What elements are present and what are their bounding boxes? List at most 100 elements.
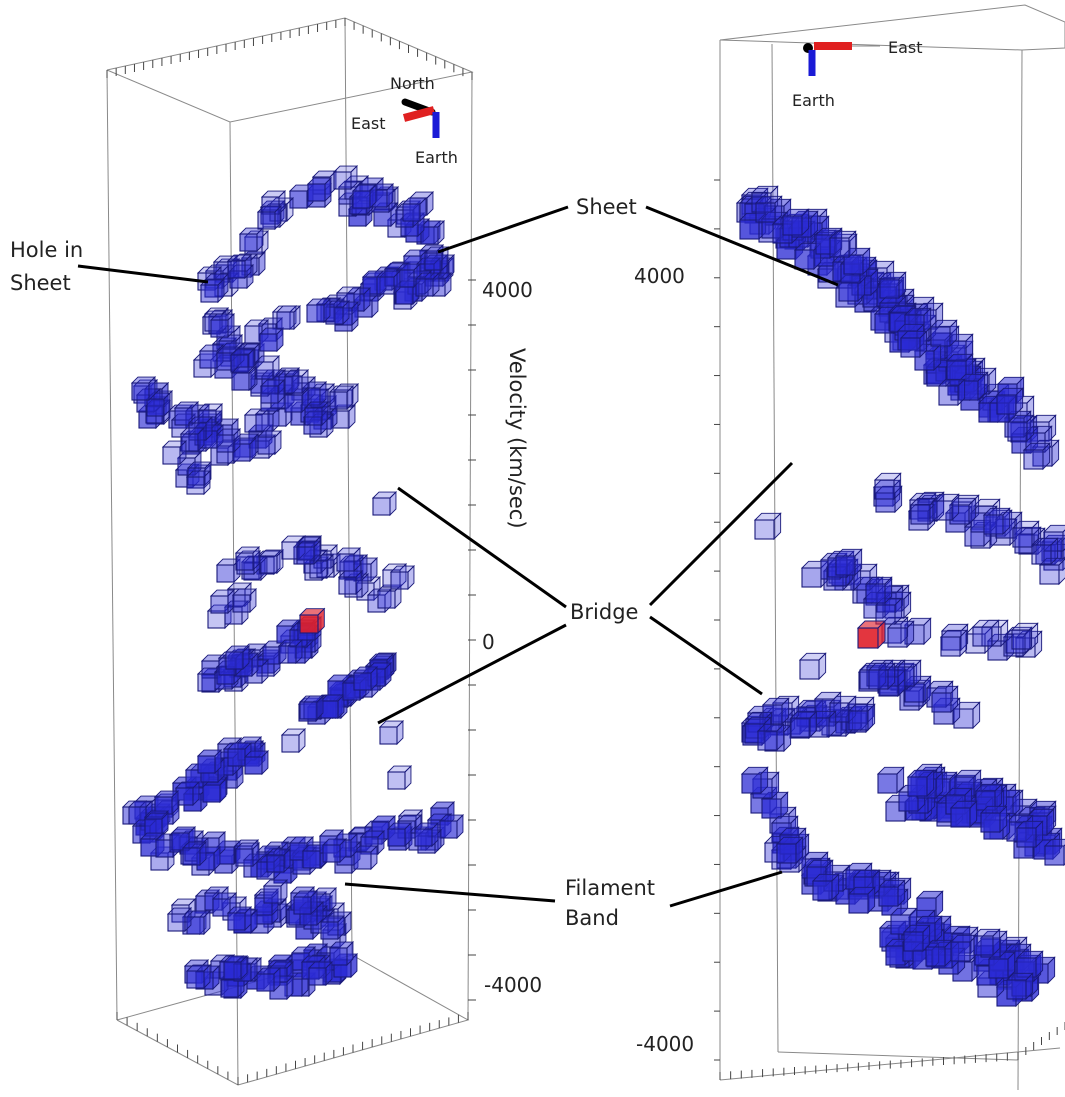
- right-tick-label-4000: 4000: [634, 264, 685, 288]
- voxel-cube: [939, 629, 968, 658]
- voxel-cube: [867, 662, 896, 691]
- voxel-cube: [265, 847, 292, 874]
- left-tick-label-4000: 4000: [482, 278, 533, 302]
- voxel-cube: [319, 693, 346, 720]
- voxel-cube: [226, 581, 253, 608]
- filament-label-line2: Band: [565, 906, 619, 930]
- voxel-cube: [303, 400, 330, 427]
- voxel-cube: [972, 928, 1001, 957]
- voxel-cube: [256, 204, 283, 231]
- voxel-cube: [931, 493, 960, 522]
- voxel-cube: [952, 701, 981, 730]
- east-arrow-icon: [402, 106, 436, 122]
- voxel-cube: [226, 905, 253, 932]
- voxel-cube: [258, 326, 285, 353]
- voxel-cube: [256, 429, 283, 456]
- voxel-cube: [298, 694, 325, 721]
- voxel-cube: [876, 766, 905, 795]
- voxel-cube: [775, 836, 804, 865]
- left-tick-label-neg4000: -4000: [484, 973, 542, 997]
- voxel-cube: [389, 564, 416, 591]
- voxel-cube: [130, 375, 157, 402]
- voxel-cube: [211, 891, 238, 918]
- voxel-cube: [234, 545, 261, 572]
- voxel-cube: [280, 727, 307, 754]
- voxel-cube: [903, 617, 932, 646]
- voxel-cube: [828, 230, 857, 259]
- voxel-cube: [877, 879, 906, 908]
- voxel-cube: [179, 426, 206, 453]
- voxel-cube: [889, 907, 918, 936]
- voxel-cube: [426, 271, 453, 298]
- voxel-cube: [419, 219, 446, 246]
- voxel-cube: [754, 195, 783, 224]
- voxel-cube: [971, 619, 1000, 648]
- voxel-cube: [1010, 622, 1039, 651]
- voxel-cube: [352, 844, 379, 871]
- voxel-cube: [878, 271, 907, 300]
- voxel-cube: [847, 886, 876, 915]
- voxel-cube: [283, 368, 310, 395]
- right-orientation-triad: East Earth: [792, 38, 923, 110]
- left-panel-ticks: [106, 18, 476, 1085]
- voxel-cube: [386, 764, 413, 791]
- voxel-cube: [234, 841, 261, 868]
- voxel-cube: [198, 343, 225, 370]
- hole-label-line2: Sheet: [10, 271, 71, 295]
- voxel-cube: [949, 934, 978, 963]
- voxel-cube: [438, 813, 465, 840]
- voxel-cube: [1030, 537, 1059, 566]
- voxel-cube: [949, 800, 978, 829]
- right-panel-box: [719, 4, 1065, 1091]
- voxel-cube: [899, 330, 928, 359]
- voxel-cube: [174, 462, 201, 489]
- voxel-cube: [1004, 626, 1033, 655]
- voxel-cube: [864, 576, 893, 605]
- voxel-cube: [215, 345, 242, 372]
- voxel-cube: [238, 226, 265, 253]
- voxel-cube: [228, 263, 255, 290]
- voxel-cube: [255, 966, 282, 993]
- voxel-cube: [174, 780, 201, 807]
- voxel-cube: [945, 353, 974, 382]
- voxel-cube: [856, 619, 887, 650]
- voxel-cube: [842, 247, 871, 276]
- voxel-cube: [260, 189, 287, 216]
- voxel-cube: [413, 821, 440, 848]
- left-north-label: North: [390, 74, 435, 93]
- voxel-cube: [307, 960, 334, 987]
- voxel-cube: [161, 439, 188, 466]
- voxel-cube: [185, 469, 212, 496]
- voxel-cube: [243, 749, 270, 776]
- voxel-cube: [789, 710, 818, 739]
- voxel-cube: [185, 963, 212, 990]
- voxel-cube: [414, 271, 441, 298]
- voxel-cube: [209, 588, 236, 615]
- voxel-cube: [1005, 972, 1034, 1001]
- voxel-cube: [224, 644, 251, 671]
- voxel-cube: [378, 719, 405, 746]
- voxel-cube: [187, 415, 214, 442]
- voxel-cube: [170, 825, 197, 852]
- voxel-cube: [813, 691, 842, 720]
- voxel-cube: [229, 347, 256, 374]
- voxel-cube: [328, 384, 355, 411]
- right-panel-ticks: [714, 179, 1065, 1080]
- right-earth-label: Earth: [792, 91, 835, 110]
- voxel-cube: [298, 607, 326, 635]
- voxel-cube: [222, 954, 249, 981]
- voxel-cube: [143, 811, 170, 838]
- voxel-cube: [974, 783, 1003, 812]
- voxel-cube: [275, 304, 302, 331]
- voxel-cube: [295, 539, 322, 566]
- voxel-cube: [259, 378, 286, 405]
- voxel-cube: [982, 507, 1011, 536]
- voxel-cube: [173, 400, 200, 427]
- voxel-cube: [254, 354, 281, 381]
- voxel-cube: [763, 724, 792, 753]
- voxel-cube: [798, 652, 827, 681]
- voxel-cube: [948, 497, 977, 526]
- voxel-cube: [834, 548, 863, 577]
- voxel-cube: [209, 312, 236, 339]
- voxel-cube: [292, 889, 319, 916]
